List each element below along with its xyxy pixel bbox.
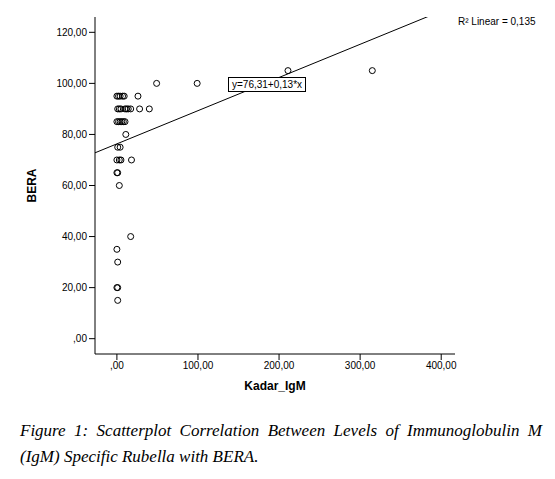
svg-text:BERA: BERA [25,168,39,202]
svg-text:80,00: 80,00 [62,129,87,140]
svg-text:120,00: 120,00 [56,27,87,38]
html-text:Figure 1: Scatterplot Correlat: Figure 1: Scatterplot Correlation Betwee… [20,421,542,466]
svg-text:100,00: 100,00 [183,360,214,371]
svg-text:300,00: 300,00 [345,360,376,371]
svg-text:40,00: 40,00 [62,231,87,242]
svg-text:400,00: 400,00 [426,360,457,371]
svg-text:200,00: 200,00 [264,360,295,371]
html-text:R² Linear = 0,135: R² Linear = 0,135 [458,16,536,27]
svg-text:,00: ,00 [110,360,124,371]
svg-text:,00: ,00 [73,333,87,344]
svg-text:60,00: 60,00 [62,180,87,191]
svg-text:100,00: 100,00 [56,78,87,89]
svg-text:Kadar_IgM: Kadar_IgM [244,379,305,393]
svg-text:20,00: 20,00 [62,282,87,293]
html-text:y=76,31+0,13*x: y=76,31+0,13*x [232,79,303,90]
